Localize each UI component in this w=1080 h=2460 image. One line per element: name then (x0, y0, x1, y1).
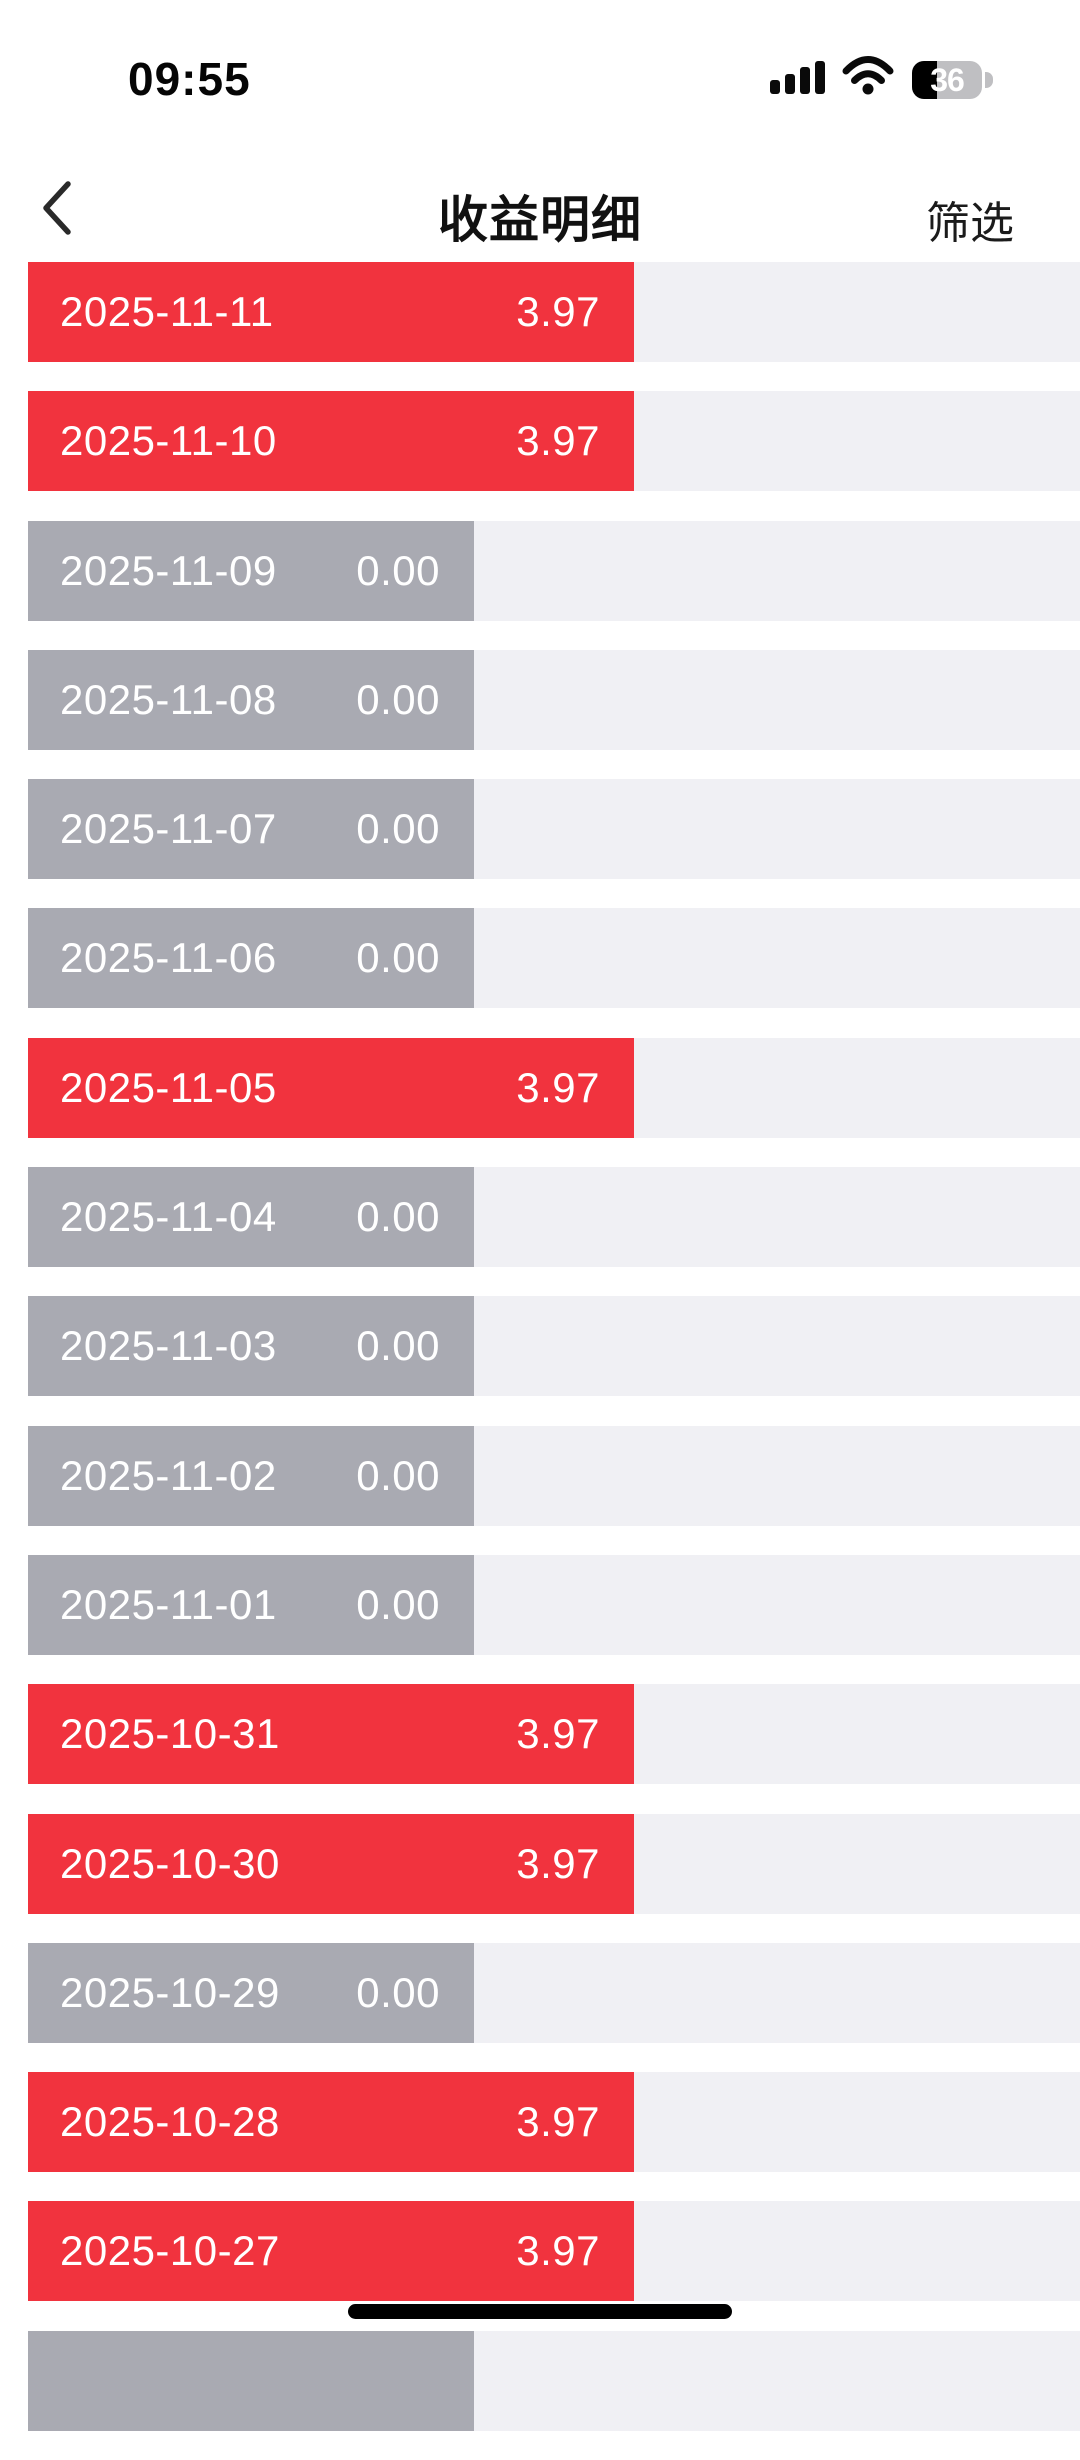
battery-fill (912, 61, 938, 99)
row-date: 2025-11-09 (60, 546, 277, 594)
earnings-bar (28, 2330, 474, 2431)
earnings-row[interactable]: 2025-11-05 3.97 (28, 1037, 1080, 1138)
earnings-row[interactable]: 2025-11-11 3.97 (28, 262, 1080, 362)
earnings-bar: 2025-11-05 3.97 (28, 1037, 634, 1138)
row-date: 2025-11-10 (60, 417, 277, 465)
battery-level: 36 (930, 61, 965, 98)
row-value: 0.00 (356, 1968, 440, 2016)
earnings-bar: 2025-11-10 3.97 (28, 391, 634, 492)
earnings-row-partial[interactable] (28, 2330, 1080, 2431)
row-date: 2025-10-31 (60, 1710, 280, 1758)
earnings-row[interactable]: 2025-10-27 3.97 (28, 2201, 1080, 2302)
earnings-bar: 2025-11-08 0.00 (28, 649, 474, 750)
row-date: 2025-10-29 (60, 1968, 280, 2016)
row-value: 0.00 (356, 1451, 440, 1499)
row-date: 2025-11-02 (60, 1451, 277, 1499)
row-value: 0.00 (356, 546, 440, 594)
earnings-row[interactable]: 2025-11-01 0.00 (28, 1554, 1080, 1655)
wifi-icon (842, 55, 894, 100)
earnings-bar: 2025-10-27 3.97 (28, 2201, 634, 2302)
earnings-row[interactable]: 2025-11-08 0.00 (28, 649, 1080, 750)
back-button[interactable] (38, 179, 78, 237)
row-value: 3.97 (516, 2227, 600, 2275)
earnings-bar: 2025-11-07 0.00 (28, 779, 474, 880)
earnings-row[interactable]: 2025-11-03 0.00 (28, 1296, 1080, 1397)
row-value: 0.00 (356, 934, 440, 982)
earnings-row[interactable]: 2025-11-07 0.00 (28, 779, 1080, 880)
signal-bar (815, 61, 825, 94)
earnings-row[interactable]: 2025-11-06 0.00 (28, 908, 1080, 1009)
earnings-bar: 2025-11-01 0.00 (28, 1554, 474, 1655)
row-date: 2025-11-05 (60, 1063, 277, 1111)
battery-icon: 36 (912, 61, 982, 99)
earnings-bar: 2025-11-09 0.00 (28, 520, 474, 621)
signal-bar (800, 67, 810, 94)
chevron-left-icon (38, 181, 78, 241)
earnings-row[interactable]: 2025-10-31 3.97 (28, 1684, 1080, 1785)
signal-bar (785, 74, 795, 94)
row-date: 2025-11-06 (60, 934, 277, 982)
row-value: 3.97 (516, 1839, 600, 1887)
earnings-row[interactable]: 2025-11-02 0.00 (28, 1425, 1080, 1526)
row-value: 3.97 (516, 417, 600, 465)
earnings-bar: 2025-11-06 0.00 (28, 908, 474, 1009)
row-value: 3.97 (516, 288, 600, 335)
earnings-bar: 2025-10-30 3.97 (28, 1813, 634, 1914)
status-time: 09:55 (128, 53, 251, 105)
earnings-bar: 2025-11-02 0.00 (28, 1425, 474, 1526)
earnings-row[interactable]: 2025-10-30 3.97 (28, 1813, 1080, 1914)
cellular-signal-icon (770, 60, 830, 94)
earnings-bar: 2025-10-31 3.97 (28, 1684, 634, 1785)
row-date: 2025-10-30 (60, 1839, 280, 1887)
earnings-row[interactable]: 2025-11-09 0.00 (28, 520, 1080, 621)
signal-bar (770, 80, 780, 94)
earnings-row[interactable]: 2025-10-28 3.97 (28, 2072, 1080, 2173)
earnings-bar: 2025-10-28 3.97 (28, 2072, 634, 2173)
row-date: 2025-11-04 (60, 1193, 277, 1241)
row-date: 2025-11-11 (60, 288, 274, 335)
earnings-list: 2025-11-11 3.97 2025-11-10 3.97 2025-11-… (28, 262, 1080, 2460)
earnings-bar: 2025-11-03 0.00 (28, 1296, 474, 1397)
row-value: 3.97 (516, 2098, 600, 2146)
earnings-bar: 2025-11-11 3.97 (28, 262, 634, 362)
earnings-bar: 2025-10-29 0.00 (28, 1942, 474, 2043)
earnings-row[interactable]: 2025-11-10 3.97 (28, 391, 1080, 492)
earnings-row[interactable]: 2025-11-04 0.00 (28, 1167, 1080, 1268)
row-value: 0.00 (356, 1193, 440, 1241)
row-value: 3.97 (516, 1063, 600, 1111)
row-date: 2025-11-08 (60, 675, 277, 723)
row-date: 2025-11-03 (60, 1322, 277, 1370)
row-date: 2025-10-27 (60, 2227, 280, 2275)
earnings-bar: 2025-11-04 0.00 (28, 1167, 474, 1268)
earnings-row[interactable]: 2025-10-29 0.00 (28, 1942, 1080, 2043)
row-value: 0.00 (356, 1580, 440, 1628)
row-date: 2025-10-28 (60, 2098, 280, 2146)
row-value: 0.00 (356, 1322, 440, 1370)
row-date: 2025-11-01 (60, 1580, 277, 1628)
row-value: 0.00 (356, 805, 440, 853)
battery-cap (985, 72, 993, 88)
row-value: 0.00 (356, 675, 440, 723)
row-value: 3.97 (516, 1710, 600, 1758)
home-indicator[interactable] (348, 2304, 732, 2319)
filter-button[interactable]: 筛选 (926, 199, 1014, 248)
page-title: 收益明细 (438, 192, 642, 248)
row-date: 2025-11-07 (60, 805, 277, 853)
